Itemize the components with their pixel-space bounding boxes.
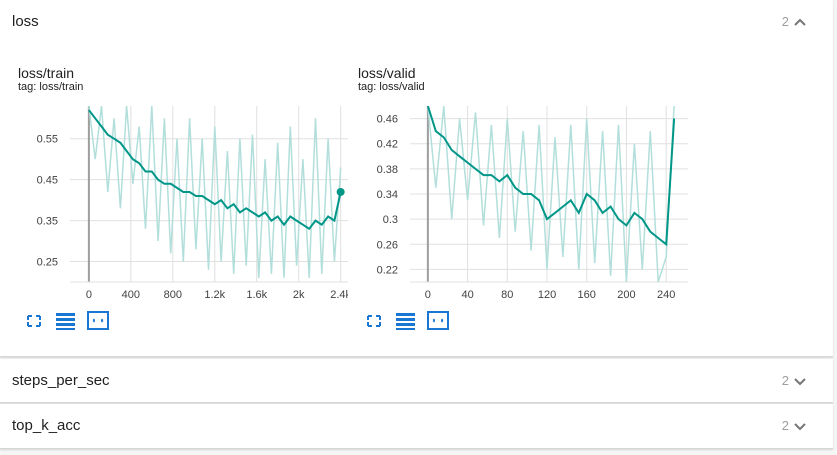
smoothed-series-line [426,106,676,247]
card-title: loss/train [18,65,75,81]
y-tick-label: 0.35 [37,216,58,228]
chart-card-valid: loss/valid tag: loss/valid 0.22 0.26 0.3 0.… [358,64,688,340]
fit-domain-icon [427,311,449,330]
pane-header-loss[interactable]: loss 2 [0,0,833,44]
y-tick-label: 0.34 [377,189,398,201]
card-tag: tag: loss/valid [358,81,425,93]
pane-title: steps_per_sec [12,372,110,389]
y-tick-label: 0.55 [37,134,58,146]
x-tick-label: 0 [86,289,92,301]
data-list-button[interactable] [54,310,78,332]
x-tick-label: 120 [538,289,556,301]
x-tick-label: 200 [617,289,635,301]
x-tick-label: 80 [501,289,513,301]
x-tick-label: 800 [164,289,182,301]
fit-domain-button[interactable] [86,310,110,332]
y-tick-label: 0.38 [377,164,398,176]
last-point-marker [336,187,345,196]
y-tick-label: 0.3 [383,214,398,226]
fullscreen-icon [27,315,41,327]
y-tick-label: 0.42 [377,139,398,151]
pane-header-top-k-acc[interactable]: top_k_acc 2 [0,404,833,448]
x-tick-label: 400 [122,289,140,301]
pane-steps-per-sec: steps_per_sec 2 [0,359,833,403]
pane-header-steps-per-sec[interactable]: steps_per_sec 2 [0,359,833,403]
x-tick-label: 2.4k [330,289,348,301]
x-tick-label: 2k [293,289,305,301]
x-tick-label: 1.6k [246,289,267,301]
y-tick-label: 0.22 [377,264,398,276]
card-title: loss/valid [358,65,416,81]
fit-domain-icon [87,311,109,330]
line-chart-valid[interactable]: 0.22 0.26 0.3 0.34 0.38 0.42 0.46 0 40 80 120 160 20… [358,102,688,308]
fullscreen-button[interactable] [22,310,46,332]
chevron-up-icon[interactable] [793,15,807,29]
pane-top-k-acc: top_k_acc 2 [0,404,833,449]
x-tick-label: 240 [657,289,675,301]
fit-domain-button[interactable] [426,310,450,332]
data-list-icon [396,313,415,330]
fullscreen-icon [367,315,381,327]
x-tick-label: 40 [461,289,473,301]
chevron-down-icon[interactable] [793,374,807,388]
pane-title: top_k_acc [12,417,81,434]
pane-title: loss [12,13,39,30]
run-count-badge: 2 [781,14,789,29]
y-tick-label: 0.45 [37,175,58,187]
x-tick-label: 1.2k [204,289,225,301]
chart-card-train: loss/train tag: loss/train 0.25 0.35 0.45 0… [18,64,348,340]
x-tick-label: 160 [578,289,596,301]
card-tag: tag: loss/train [18,81,84,93]
raw-series-line [427,106,675,282]
plot-area [88,106,342,278]
y-tick-label: 0.26 [377,239,398,251]
y-tick-label: 0.25 [37,257,58,269]
smoothed-series-line [88,109,342,231]
x-tick-label: 0 [425,289,431,301]
run-count-badge: 2 [781,373,789,388]
y-tick-label: 0.46 [377,114,398,126]
run-count-badge: 2 [781,418,789,433]
data-list-button[interactable] [394,310,418,332]
line-chart-train[interactable]: 0.25 0.35 0.45 0.55 0 400 800 1.2k 1.6k 2k 2.4k [18,102,348,308]
pane-loss: loss 2 loss/train tag: loss/train 0.25 0.… [0,0,833,357]
fullscreen-button[interactable] [362,310,386,332]
chevron-down-icon[interactable] [793,419,807,433]
data-list-icon [56,313,75,330]
plot-area [426,106,676,282]
